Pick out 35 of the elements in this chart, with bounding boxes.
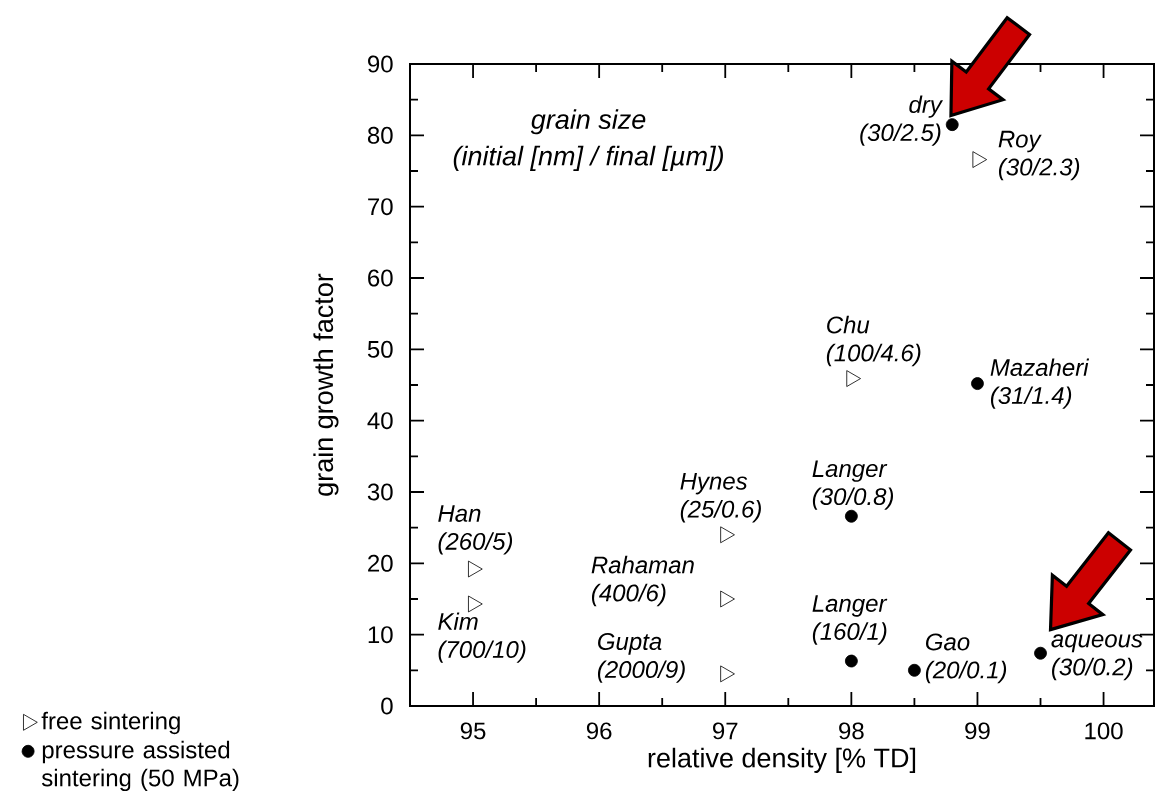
x-tick-label: 98 xyxy=(839,722,864,740)
x-tick-label: 97 xyxy=(713,722,738,740)
x-tick-label: 96 xyxy=(586,722,612,740)
y-tick-label: 20 xyxy=(368,554,393,572)
annotation: Hynes (25/0.6) xyxy=(680,472,761,523)
x-tick-label: 99 xyxy=(965,722,990,740)
annotation: Langer (30/0.8) xyxy=(812,460,894,510)
annotation: aqueous (30/0.2) xyxy=(1051,634,1143,681)
legend-label: pressure assisted sintering (50 MPa) xyxy=(41,740,239,791)
annotation: Roy (30/2.3) xyxy=(998,130,1080,181)
annotation: dry (30/2.5) xyxy=(860,95,944,146)
x-tick-label: 100 xyxy=(1085,722,1123,740)
annotation: (initial [nm] / final [µm]) xyxy=(453,145,723,171)
y-tick-label: 50 xyxy=(367,340,393,358)
legend-label: free sintering xyxy=(41,711,180,735)
y-tick-label: 40 xyxy=(367,412,393,430)
y-axis-title: grain growth factor xyxy=(313,273,339,496)
y-tick-label: 70 xyxy=(368,198,393,216)
annotation: Han (260/5) xyxy=(438,505,513,555)
y-tick-label: 0 xyxy=(381,697,393,715)
annotation: Chu (100/4.6) xyxy=(826,315,921,367)
y-tick-label: 90 xyxy=(368,55,393,73)
annotation: Rahaman (400/6) xyxy=(591,555,694,607)
x-axis-title: relative density [% TD] xyxy=(648,747,916,773)
annotation: Gao (20/0.1) xyxy=(925,633,1007,684)
annotation: Gupta (2000/9) xyxy=(597,633,685,683)
annotation: grain size xyxy=(530,109,646,135)
y-tick-label: 80 xyxy=(367,126,393,144)
annotation: Mazaheri (31/1.4) xyxy=(990,358,1090,409)
annotation: Kim (700/10) xyxy=(438,612,526,663)
y-tick-label: 60 xyxy=(368,269,393,287)
y-tick-label: 10 xyxy=(368,626,393,644)
annotation: Langer (160/1) xyxy=(812,595,888,645)
y-tick-label: 30 xyxy=(367,483,393,501)
x-tick-label: 95 xyxy=(460,722,486,740)
